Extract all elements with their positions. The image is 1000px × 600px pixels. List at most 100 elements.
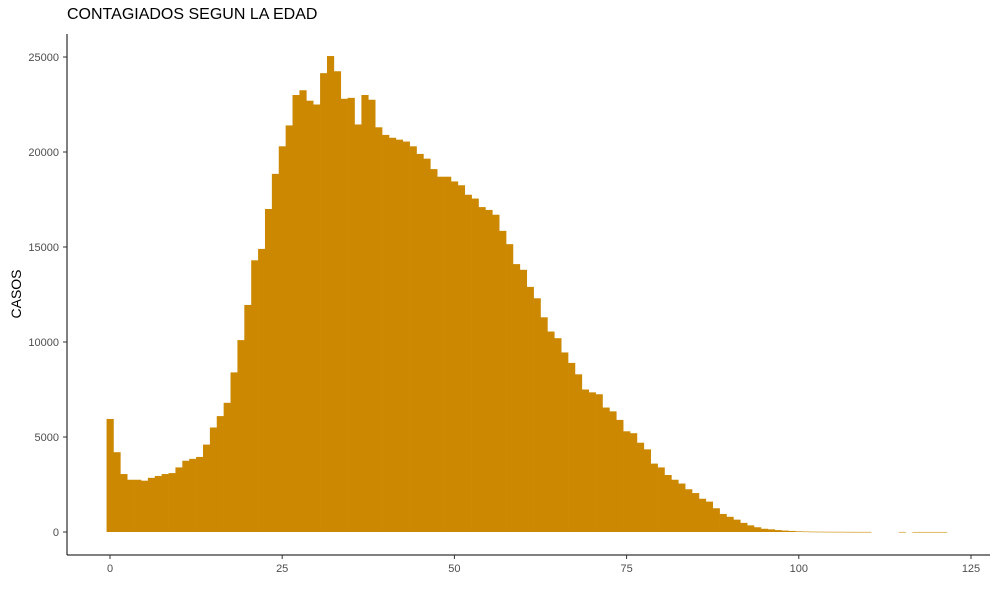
bar [540,317,548,532]
x-tick-label: 25 [276,563,288,575]
x-tick-label: 100 [790,563,808,575]
bar [574,374,583,532]
bar [733,519,741,532]
bar [712,508,720,532]
bar [698,498,707,532]
bar [189,458,197,532]
bar [202,444,211,532]
bar [850,531,858,533]
bar [375,127,383,533]
bar [561,352,569,532]
bar [650,463,658,532]
bar [630,433,638,532]
bar [726,516,734,532]
bar [457,185,466,532]
bar [216,416,224,532]
bar [106,418,114,532]
bar [747,525,755,532]
bar [857,531,865,533]
bar [182,460,190,532]
bar [299,90,307,532]
bar [506,244,514,532]
bar [526,286,534,532]
bar [423,158,431,532]
y-tick-label: 0 [53,527,59,539]
x-tick-label: 125 [962,563,980,575]
bar [251,260,259,532]
bar [760,528,769,532]
bar [595,394,603,532]
bar [320,73,328,533]
y-tick-label: 5000 [35,432,59,444]
bar [361,95,369,532]
bar [740,522,748,532]
bar [306,100,314,532]
bar [623,431,631,532]
bar [237,340,245,532]
bar [313,104,321,532]
bar [354,124,362,532]
bar [657,467,665,532]
bar [843,531,851,533]
bar [244,304,252,532]
bar [864,531,872,533]
bar [519,269,528,532]
bar [141,480,149,532]
y-tick-label: 10000 [28,337,59,349]
bar [168,473,176,532]
bar [127,479,135,532]
bar [450,181,459,532]
bar [512,264,521,532]
bar [754,527,762,532]
bar [478,207,486,532]
bar [829,531,837,533]
bar [395,139,404,532]
bar [437,176,445,532]
bar [264,209,273,532]
bar [774,530,782,532]
bar [767,529,775,532]
bar [368,99,376,532]
bar [196,456,204,532]
bar [912,531,920,533]
bar [802,531,810,533]
bar [678,483,686,532]
bar [602,407,610,532]
chart-title: CONTAGIADOS SEGUN LA EDAD [67,6,318,23]
bar [788,530,796,532]
bar [402,141,410,533]
bar [347,97,355,532]
bar [223,402,231,532]
bar [836,531,844,533]
bar [933,531,941,533]
bar [705,501,713,532]
bar [292,95,300,532]
bar [333,71,342,532]
bar [664,475,672,532]
bar [795,531,803,532]
bar [898,531,906,533]
bar [685,489,693,532]
bar [816,531,824,533]
bar [175,467,183,532]
bar [258,248,266,532]
y-tick-label: 15000 [28,242,59,254]
bar [485,209,493,532]
bar [340,98,348,533]
bar [547,331,555,532]
bar [430,169,438,532]
x-axis: 0 25 50 75 100 125 [67,554,990,575]
bar [271,173,280,532]
bar [464,194,472,532]
bar [113,452,121,532]
bar [809,531,817,533]
x-tick-label: 50 [448,563,460,575]
bar [692,493,700,532]
bar [499,230,507,532]
bar [616,419,624,532]
x-tick-label: 0 [107,563,113,575]
bar [471,198,479,533]
bar [781,530,789,532]
bar [568,362,576,532]
bar [719,513,727,532]
